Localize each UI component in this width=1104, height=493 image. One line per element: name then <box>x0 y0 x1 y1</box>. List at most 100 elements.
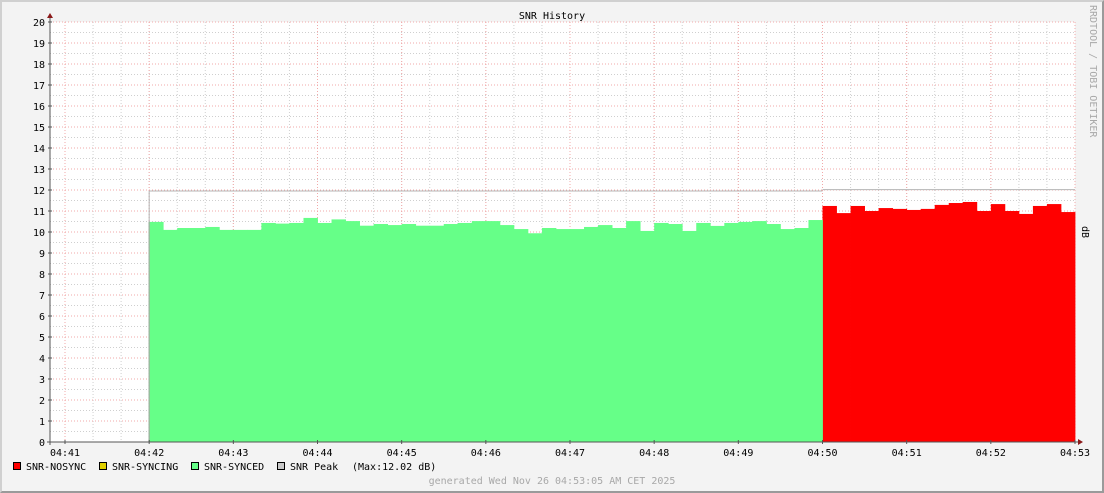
bar-snr-nosync <box>990 204 1006 442</box>
x-axis-arrow-icon <box>1078 439 1083 445</box>
bar-snr-nosync <box>850 205 865 442</box>
bar-snr-synced <box>612 228 627 442</box>
y-tick-label: 2 <box>39 396 45 407</box>
legend-label: SNR-SYNCING <box>112 462 178 473</box>
legend-label: SNR-NOSYNC <box>26 462 86 473</box>
bar-snr-synced <box>668 224 683 442</box>
y-tick-label: 13 <box>33 165 45 176</box>
y-tick-label: 7 <box>39 291 45 302</box>
y-tick-label: 0 <box>39 438 45 449</box>
bars <box>148 201 1076 442</box>
legend-swatch <box>191 462 199 470</box>
legend-item: SNR-SYNCED <box>191 462 264 473</box>
y-tick-label: 15 <box>33 123 45 134</box>
bar-snr-synced <box>205 226 220 442</box>
legend-label: SNR Peak <box>290 462 338 473</box>
bar-snr-nosync <box>1060 212 1076 442</box>
bar-snr-synced <box>541 228 557 442</box>
generated-footer: generated Wed Nov 26 04:53:05 AM CET 202… <box>429 476 676 487</box>
x-tick-label: 04:46 <box>471 448 501 459</box>
y-axis-label: dB <box>1079 226 1090 238</box>
bar-snr-synced <box>808 220 823 442</box>
bar-snr-synced <box>387 225 403 442</box>
y-axis-arrow-icon <box>47 13 53 18</box>
y-tick-label: 6 <box>39 312 45 323</box>
peak-line <box>148 189 1075 442</box>
bar-snr-nosync <box>962 201 978 442</box>
bar-snr-synced <box>780 229 795 442</box>
x-tick-label: 04:44 <box>302 448 332 459</box>
bar-snr-nosync <box>920 208 936 442</box>
chart-title: SNR History <box>519 11 585 22</box>
y-tick-label: 1 <box>39 417 45 428</box>
bar-snr-synced <box>317 222 332 442</box>
bar-snr-synced <box>149 221 164 442</box>
bar-snr-synced <box>247 229 262 442</box>
watermark: RRDTOOL / TOBI OETIKER <box>1087 5 1098 138</box>
y-tick-label: 11 <box>33 207 45 218</box>
legend-item: SNR-SYNCING <box>99 462 178 473</box>
bar-snr-synced <box>163 229 178 442</box>
bar-snr-synced <box>401 224 417 442</box>
bar-snr-synced <box>345 221 360 442</box>
x-tick-label: 04:48 <box>639 448 669 459</box>
bar-snr-nosync <box>836 213 851 442</box>
bar-snr-synced <box>415 225 431 442</box>
bar-snr-synced <box>794 228 809 442</box>
x-tick-label: 04:41 <box>50 448 80 459</box>
bar-snr-nosync <box>892 208 908 442</box>
x-tick-label: 04:49 <box>723 448 753 459</box>
bar-snr-synced <box>275 223 290 442</box>
legend: SNR-NOSYNC SNR-SYNCING SNR-SYNCED SNR Peak (… <box>13 462 436 473</box>
bar-snr-synced <box>373 224 389 442</box>
bar-snr-synced <box>724 222 739 442</box>
y-tick-label: 17 <box>33 81 45 92</box>
x-tick-label: 04:53 <box>1060 448 1090 459</box>
bar-snr-synced <box>219 229 234 442</box>
axes <box>47 13 1083 445</box>
bar-snr-synced <box>457 222 473 442</box>
bar-snr-synced <box>359 225 375 442</box>
bar-snr-synced <box>429 225 445 442</box>
legend-item: SNR-NOSYNC <box>13 462 86 473</box>
x-tick-label: 04:52 <box>976 448 1006 459</box>
legend-swatch <box>277 462 285 470</box>
y-tick-label: 9 <box>39 249 45 260</box>
bar-snr-nosync <box>1004 211 1020 442</box>
bar-snr-synced <box>233 229 248 442</box>
y-tick-label: 19 <box>33 39 45 50</box>
bar-snr-synced <box>191 228 206 442</box>
bar-snr-synced <box>261 222 276 442</box>
bar-snr-nosync <box>976 211 992 442</box>
bar-snr-synced <box>626 221 641 442</box>
bar-snr-nosync <box>906 209 922 442</box>
y-tick-label: 8 <box>39 270 45 281</box>
x-tick-label: 04:50 <box>807 448 837 459</box>
bar-snr-synced <box>513 229 529 442</box>
x-tick-labels: 04:41 04:42 04:43 04:44 04:45 04:46 04:47 04:48… <box>50 448 1090 459</box>
y-tick-label: 3 <box>39 375 45 386</box>
y-tick-label: 20 <box>33 18 45 29</box>
x-tick-label: 04:42 <box>134 448 164 459</box>
x-tick-label: 04:51 <box>892 448 922 459</box>
y-tick-label: 18 <box>33 60 45 71</box>
bar-snr-nosync <box>822 205 837 442</box>
bar-snr-synced <box>331 219 346 442</box>
bar-snr-synced <box>682 230 697 442</box>
bar-snr-nosync <box>1032 205 1048 442</box>
legend-swatch <box>13 462 21 470</box>
bar-snr-synced <box>177 228 192 442</box>
y-tick-label: 12 <box>33 186 45 197</box>
legend-label: SNR-SYNCED <box>204 462 264 473</box>
bar-snr-synced <box>640 230 655 442</box>
bar-snr-synced <box>696 222 711 442</box>
legend-swatch <box>99 462 107 470</box>
bar-snr-nosync <box>948 203 964 442</box>
bar-snr-synced <box>499 225 515 442</box>
bar-snr-synced <box>710 225 725 442</box>
y-tick-label: 10 <box>33 228 45 239</box>
bar-snr-synced <box>485 221 501 442</box>
